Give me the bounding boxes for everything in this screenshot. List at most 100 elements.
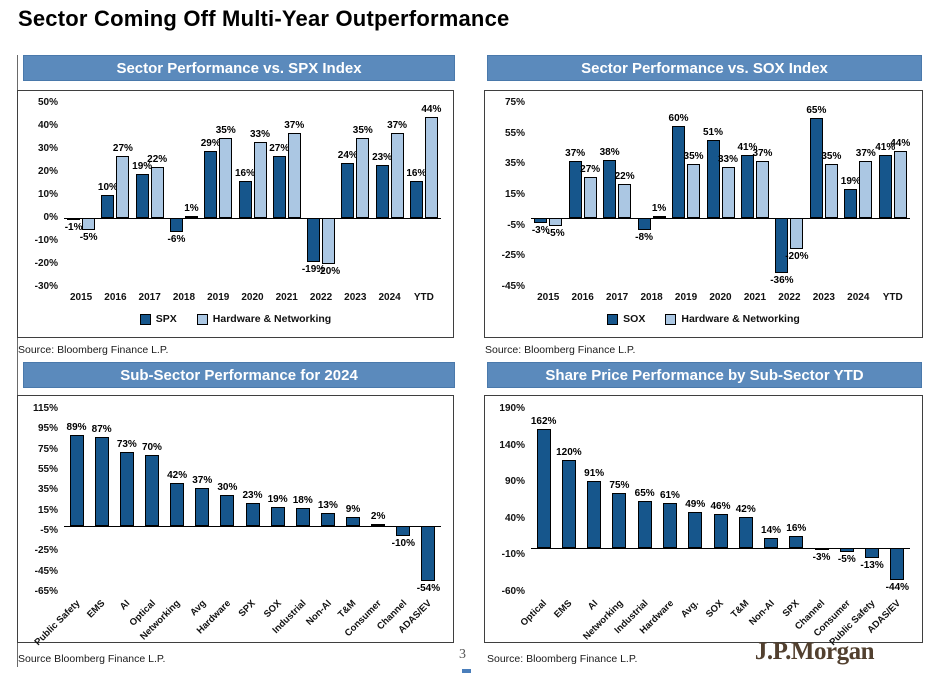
bar-value-label: -44% xyxy=(885,582,910,594)
value-bar xyxy=(346,516,361,526)
bar-value-label: 38% xyxy=(599,146,620,158)
spx-bar xyxy=(375,165,389,218)
value-bar xyxy=(270,506,285,526)
bar-value-label: 27% xyxy=(112,142,133,154)
sox-bar xyxy=(603,159,617,218)
bar-value-label: 2% xyxy=(370,510,386,522)
category-label: 2016 xyxy=(571,292,594,303)
spx-bar xyxy=(409,181,423,218)
sox-bar xyxy=(637,218,651,231)
hardware-networking-bar xyxy=(424,116,438,218)
bar-value-label: 41% xyxy=(737,142,758,154)
x-axis-line xyxy=(531,548,910,549)
y-axis-tick-label: -5% xyxy=(507,219,525,231)
bar-value-label: 16% xyxy=(234,168,255,180)
chart-sox: 75% 55% 35% 15% -5% -25% -45% -3% 37% 38% -8% 60% 51… xyxy=(484,90,923,338)
category-label: EMS xyxy=(85,598,108,621)
bar-value-label: 37% xyxy=(855,148,876,160)
y-axis-tick-label: 55% xyxy=(37,464,58,475)
category-label: AI xyxy=(585,598,600,613)
bar-value-label: 35% xyxy=(352,124,373,136)
bar-value-label: 44% xyxy=(890,137,911,149)
hardware-networking-bar xyxy=(652,216,666,219)
light-series-swatch xyxy=(196,313,208,325)
category-label: 2024 xyxy=(378,292,401,303)
bar-value-label: 35% xyxy=(215,124,236,136)
y-axis-tick-label: 0% xyxy=(43,212,58,223)
value-bar xyxy=(371,523,386,526)
hardware-networking-bar xyxy=(184,215,198,218)
hardware-networking-bar xyxy=(893,150,907,218)
category-label: 2022 xyxy=(309,292,333,303)
category-label: Optical xyxy=(518,598,550,629)
y-axis-tick-label: 75% xyxy=(37,443,58,455)
value-bar xyxy=(195,488,210,526)
bar-value-label: -1% xyxy=(64,222,83,234)
source-subsector-2024: Source Bloomberg Finance L.P. xyxy=(18,653,166,665)
bar-value-label: 37% xyxy=(192,475,213,487)
hardware-networking-bar xyxy=(287,132,301,218)
bar-value-label: 27% xyxy=(269,142,290,154)
page-number: 3 xyxy=(459,647,466,662)
bar-value-label: 37% xyxy=(387,119,408,131)
value-bar xyxy=(612,493,627,549)
spx-bar xyxy=(101,195,115,218)
category-label: 2017 xyxy=(606,292,629,303)
hardware-networking-bar xyxy=(356,137,370,218)
bar-value-label: 162% xyxy=(530,416,557,428)
spx-bar xyxy=(135,174,149,218)
sox-bar xyxy=(878,155,892,218)
legend-item: SOX xyxy=(607,313,645,325)
bar-value-label: 120% xyxy=(556,447,582,459)
hardware-networking-bar xyxy=(116,155,130,218)
value-bar xyxy=(295,507,310,526)
chart-sox-plot: 75% 55% 35% 15% -5% -25% -45% -3% 37% 38% -8% 60% 51… xyxy=(485,91,922,337)
bar-value-label: 1% xyxy=(651,203,667,215)
spx-bar xyxy=(272,155,286,218)
category-label: Avg. xyxy=(678,598,702,621)
category-label: SOX xyxy=(261,598,284,620)
bar-value-label: 91% xyxy=(584,468,605,480)
sox-bar xyxy=(844,188,858,218)
bar-value-label: -36% xyxy=(770,275,794,287)
bar-value-label: 33% xyxy=(717,154,738,166)
y-axis-tick-label: 15% xyxy=(37,504,58,516)
y-axis-tick-label: 95% xyxy=(37,423,58,435)
dark-series-swatch xyxy=(607,313,619,325)
y-axis-tick-label: 20% xyxy=(37,166,58,177)
legend-label: SPX xyxy=(155,313,177,325)
panel-header-subsector-2024: Sub-Sector Performance for 2024 xyxy=(23,362,455,388)
y-axis-tick-label: 55% xyxy=(504,127,525,139)
bar-value-label: 35% xyxy=(821,151,842,163)
sox-bar xyxy=(568,161,582,218)
hardware-networking-bar xyxy=(824,164,838,218)
value-bar xyxy=(688,512,703,549)
bar-value-label: 37% xyxy=(752,148,773,160)
value-bar xyxy=(865,548,880,558)
legend-label: Hardware & Networking xyxy=(681,313,800,325)
bar-value-label: -3% xyxy=(531,224,550,236)
bar-value-label: 16% xyxy=(406,168,427,180)
chart-spx: 50% 40% 30% 20% 10% 0% -10% -20% -30% -1% 10% 19% -6… xyxy=(17,90,454,338)
category-label: 2022 xyxy=(778,292,801,303)
y-axis-tick-label: 15% xyxy=(504,189,525,200)
bar-value-label: 23% xyxy=(242,489,263,501)
y-axis-tick-label: -10% xyxy=(34,235,58,246)
bar-value-label: 29% xyxy=(200,138,221,150)
category-label: Non-AI xyxy=(747,598,777,628)
bar-value-label: 89% xyxy=(66,422,87,434)
y-axis-tick-label: 40% xyxy=(504,512,525,524)
value-bar xyxy=(69,435,84,526)
sox-bar xyxy=(672,126,686,218)
x-axis-line xyxy=(64,526,441,527)
bar-value-label: 37% xyxy=(565,148,586,160)
y-axis-tick-label: 10% xyxy=(37,189,58,200)
y-axis-tick-label: 30% xyxy=(37,143,58,154)
hardware-networking-bar xyxy=(82,218,96,230)
bar-value-label: 27% xyxy=(580,163,601,175)
bar-value-label: -5% xyxy=(79,231,98,243)
bar-value-label: -3% xyxy=(812,552,831,564)
y-axis-tick-label: 35% xyxy=(504,158,525,170)
bar-value-label: 87% xyxy=(91,424,112,436)
panel-header-sox: Sector Performance vs. SOX Index xyxy=(487,55,922,81)
